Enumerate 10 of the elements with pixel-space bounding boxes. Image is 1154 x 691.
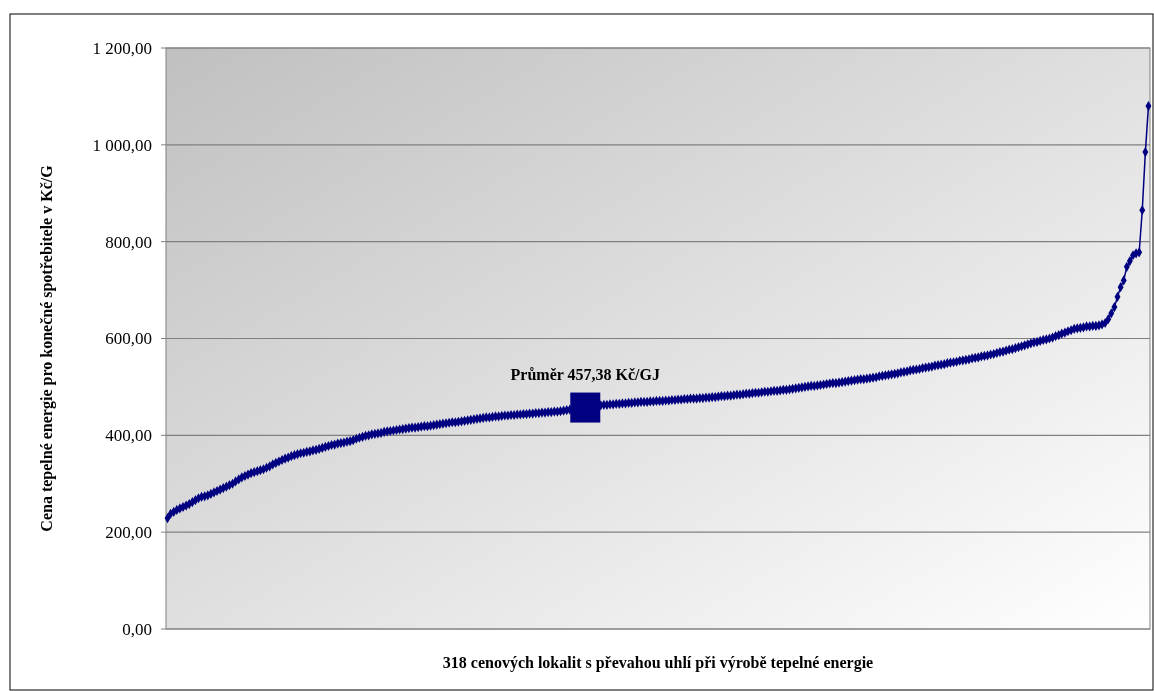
x-axis-title: 318 cenových lokalit s převahou uhlí při výrobě tepelné energie (442, 654, 874, 672)
y-tick-label: 1 200,00 (92, 38, 152, 58)
y-tick-label: 400,00 (105, 426, 152, 446)
y-tick-label: 800,00 (105, 232, 152, 252)
annotation: Průměr 457,38 Kč/GJ (510, 365, 661, 383)
y-tick-label: 200,00 (105, 523, 152, 543)
y-axis-title: Cena tepelné energie pro konečné spotřebitele v Kč/G (38, 164, 56, 532)
y-tick-label: 600,00 (105, 329, 152, 349)
y-tick-label: 1 000,00 (92, 135, 152, 155)
y-tick-label: 0,00 (122, 619, 152, 639)
